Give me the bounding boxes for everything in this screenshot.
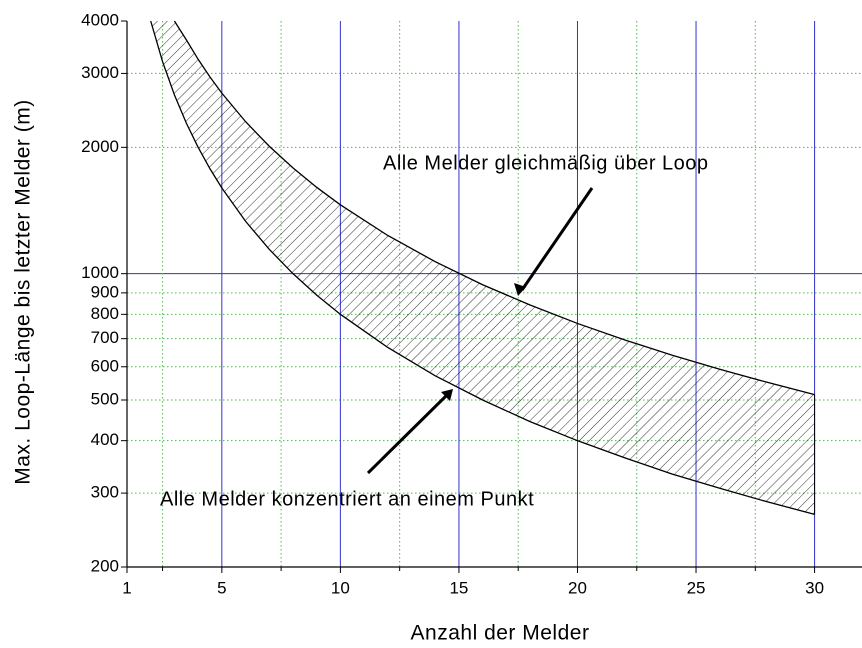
- x-tick-label: 20: [568, 578, 587, 597]
- x-axis-title: Anzahl der Melder: [411, 622, 590, 645]
- y-tick-label: 200: [91, 556, 119, 575]
- y-tick-label: 800: [91, 304, 119, 323]
- curve: [150, 20, 815, 515]
- x-tick-label: 10: [331, 578, 350, 597]
- y-tick-label: 500: [91, 389, 119, 408]
- y-axis-title: Max. Loop-Länge bis letzter Melder (m): [12, 99, 35, 485]
- x-tick-label: 25: [687, 578, 706, 597]
- arrow-head: [441, 389, 453, 401]
- y-tick-label: 4000: [81, 10, 119, 29]
- y-tick-label: 400: [91, 430, 119, 449]
- y-tick-label: 700: [91, 328, 119, 347]
- y-tick-label: 600: [91, 356, 119, 375]
- curve: [173, 20, 815, 396]
- x-tick-label: 30: [805, 578, 824, 597]
- x-tick-label: 1: [122, 578, 131, 597]
- annotation: Alle Melder konzentriert an einem Punkt: [160, 488, 534, 510]
- plot: [150, 20, 816, 515]
- arrow: [520, 187, 594, 291]
- y-tick-label: 1000: [81, 263, 119, 282]
- arrow-head: [514, 283, 526, 296]
- y-tick-label: 300: [91, 483, 119, 502]
- arrow: [366, 393, 449, 475]
- band: [150, 21, 815, 515]
- x-tick-label: 15: [449, 578, 468, 597]
- y-tick-label: 900: [91, 282, 119, 301]
- y-tick-label: 2000: [81, 137, 119, 156]
- annotation: Alle Melder gleichmäßig über Loop: [383, 152, 709, 174]
- y-tick-label: 3000: [81, 63, 119, 82]
- x-tick-label: 5: [217, 578, 226, 597]
